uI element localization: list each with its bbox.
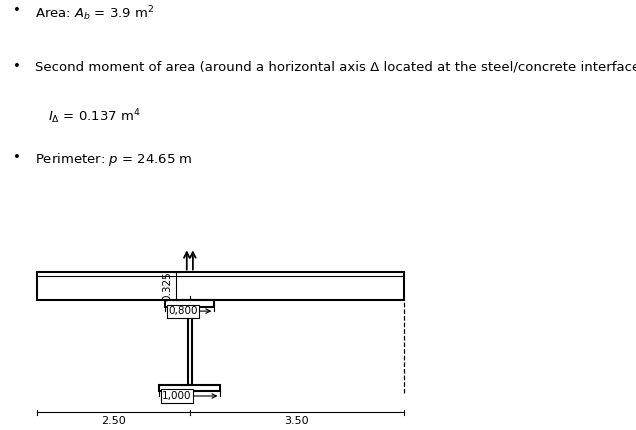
Text: 0,800: 0,800 (169, 306, 198, 316)
Bar (37, 273, 404, 300)
Text: •: • (13, 4, 20, 17)
Text: 2.50: 2.50 (101, 416, 126, 427)
Text: •: • (13, 60, 20, 73)
Bar (159, 385, 221, 391)
Text: 1,000: 1,000 (162, 391, 192, 401)
Text: Perimeter: $p$ = 24.65 m: Perimeter: $p$ = 24.65 m (35, 150, 193, 168)
Bar (188, 307, 191, 385)
Text: 0.325: 0.325 (162, 271, 172, 301)
Text: Second moment of area (around a horizontal axis Δ located at the steel/concrete : Second moment of area (around a horizont… (35, 60, 636, 73)
Text: •: • (13, 150, 20, 163)
Bar (165, 300, 214, 307)
Text: $I_\Delta$ = 0.137 m$^4$: $I_\Delta$ = 0.137 m$^4$ (48, 108, 141, 126)
Text: Area: $A_b$ = 3.9 m$^2$: Area: $A_b$ = 3.9 m$^2$ (35, 4, 155, 23)
Text: 3.50: 3.50 (284, 416, 309, 427)
